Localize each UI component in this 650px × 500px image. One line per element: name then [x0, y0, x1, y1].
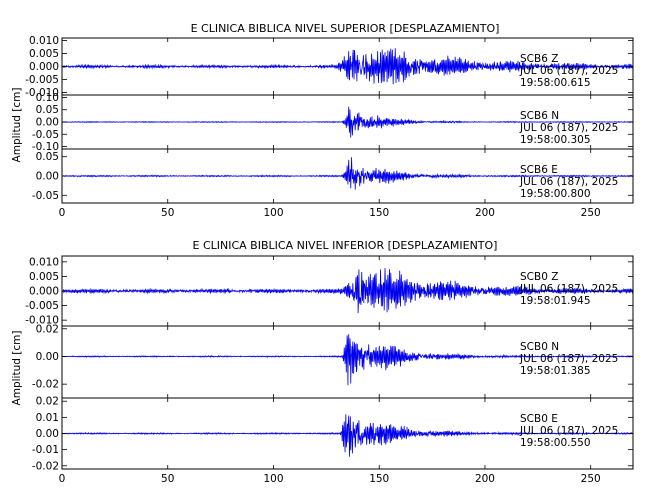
waveform-trace [61, 334, 634, 386]
x-tick-label: 50 [161, 207, 174, 219]
x-tick-label: 200 [475, 207, 495, 219]
component-label-line: SCB6 N [520, 110, 559, 122]
x-tick-label: 150 [369, 207, 389, 219]
y-tick-label: 0.000 [29, 286, 59, 298]
component-label-line: JUL 06 (187), 2025 [519, 122, 618, 134]
component-label-line: SCB0 E [520, 413, 558, 425]
component-label-line: JUL 06 (187), 2025 [519, 283, 618, 295]
y-tick-label: 0.05 [36, 151, 59, 163]
x-tick-label: 0 [59, 473, 66, 485]
y-tick-label: -0.10 [32, 141, 59, 153]
y-tick-label: 0.10 [36, 92, 59, 104]
x-tick-label: 150 [369, 473, 389, 485]
component-label-line: 19:58:00.305 [520, 134, 591, 146]
y-tick-label: -0.05 [32, 129, 59, 141]
waveform-trace [61, 48, 634, 85]
component-label-line: 19:58:01.945 [520, 295, 591, 307]
component-label-line: 19:58:00.615 [520, 77, 591, 89]
ylabel-inferior: Amplitud [cm] [11, 331, 23, 406]
y-tick-label: -0.005 [25, 300, 59, 312]
y-tick-label: 0.00 [36, 117, 59, 129]
x-tick-label: 50 [161, 473, 174, 485]
y-tick-label: -0.02 [32, 460, 59, 472]
y-tick-label: 0.010 [29, 35, 59, 47]
x-tick-label: 200 [475, 473, 495, 485]
component-label-line: JUL 06 (187), 2025 [519, 425, 618, 437]
waveform-trace [61, 157, 634, 190]
component-label-line: 19:58:00.800 [520, 188, 591, 200]
component-label-line: SCB6 E [520, 164, 558, 176]
waveform-trace [61, 106, 634, 138]
component-label-line: SCB0 Z [520, 271, 558, 283]
component-label-line: SCB0 N [520, 341, 559, 353]
y-tick-label: 0.000 [29, 61, 59, 73]
component-label-line: JUL 06 (187), 2025 [519, 353, 618, 365]
x-tick-label: 0 [59, 207, 66, 219]
y-tick-label: -0.05 [32, 190, 59, 202]
component-label-line: 19:58:01.385 [520, 365, 591, 377]
y-tick-label: -0.010 [25, 87, 59, 99]
ylabel-superior: Amplitud [cm] [11, 88, 23, 163]
y-tick-label: 0.010 [29, 256, 59, 268]
y-tick-label: 0.01 [36, 412, 59, 424]
y-tick-label: -0.010 [25, 315, 59, 327]
y-tick-label: -0.02 [32, 379, 59, 391]
waveform-trace [61, 268, 634, 313]
x-tick-label: 250 [581, 207, 601, 219]
waveform-trace [61, 414, 634, 457]
component-label-line: JUL 06 (187), 2025 [519, 65, 618, 77]
y-tick-label: 0.00 [36, 171, 59, 183]
y-tick-label: 0.005 [29, 48, 59, 60]
y-tick-label: 0.05 [36, 104, 59, 116]
x-tick-label: 250 [581, 473, 601, 485]
chart-title-superior: E CLINICA BIBLICA NIVEL SUPERIOR [DESPLA… [191, 22, 500, 35]
y-tick-label: 0.00 [36, 351, 59, 363]
component-label-line: SCB6 Z [520, 53, 558, 65]
x-tick-label: 100 [263, 207, 283, 219]
y-tick-label: -0.01 [32, 444, 59, 456]
y-tick-label: 0.02 [36, 323, 59, 335]
y-tick-label: -0.005 [25, 74, 59, 86]
chart-title-inferior: E CLINICA BIBLICA NIVEL INFERIOR [DESPLA… [193, 239, 498, 252]
component-label-line: JUL 06 (187), 2025 [519, 176, 618, 188]
y-tick-label: 0.005 [29, 271, 59, 283]
y-tick-label: 0.00 [36, 428, 59, 440]
y-tick-label: 0.02 [36, 396, 59, 408]
component-label-line: 19:58:00.550 [520, 437, 591, 449]
x-tick-label: 100 [263, 473, 283, 485]
